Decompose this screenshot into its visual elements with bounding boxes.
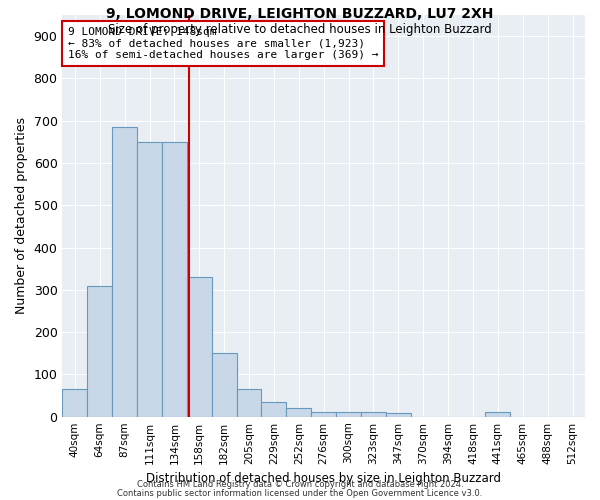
Text: Contains public sector information licensed under the Open Government Licence v3: Contains public sector information licen… [118,488,482,498]
Text: 9, LOMOND DRIVE, LEIGHTON BUZZARD, LU7 2XH: 9, LOMOND DRIVE, LEIGHTON BUZZARD, LU7 2… [106,8,494,22]
Text: 9 LOMOND DRIVE: 148sqm
← 83% of detached houses are smaller (1,923)
16% of semi-: 9 LOMOND DRIVE: 148sqm ← 83% of detached… [68,27,378,60]
Bar [162,142,187,416]
X-axis label: Distribution of detached houses by size in Leighton Buzzard: Distribution of detached houses by size … [146,472,501,485]
Bar [187,277,212,416]
Bar [386,414,411,416]
Text: Size of property relative to detached houses in Leighton Buzzard: Size of property relative to detached ho… [108,22,492,36]
Bar [236,389,262,416]
Bar [112,127,137,416]
Bar [361,412,386,416]
Bar [311,412,336,416]
Bar [137,142,162,416]
Bar [336,412,361,416]
Bar [286,408,311,416]
Bar [485,412,511,416]
Text: Contains HM Land Registry data © Crown copyright and database right 2024.: Contains HM Land Registry data © Crown c… [137,480,463,489]
Bar [262,402,286,416]
Y-axis label: Number of detached properties: Number of detached properties [15,118,28,314]
Bar [212,354,236,416]
Bar [88,286,112,416]
Bar [62,389,88,416]
